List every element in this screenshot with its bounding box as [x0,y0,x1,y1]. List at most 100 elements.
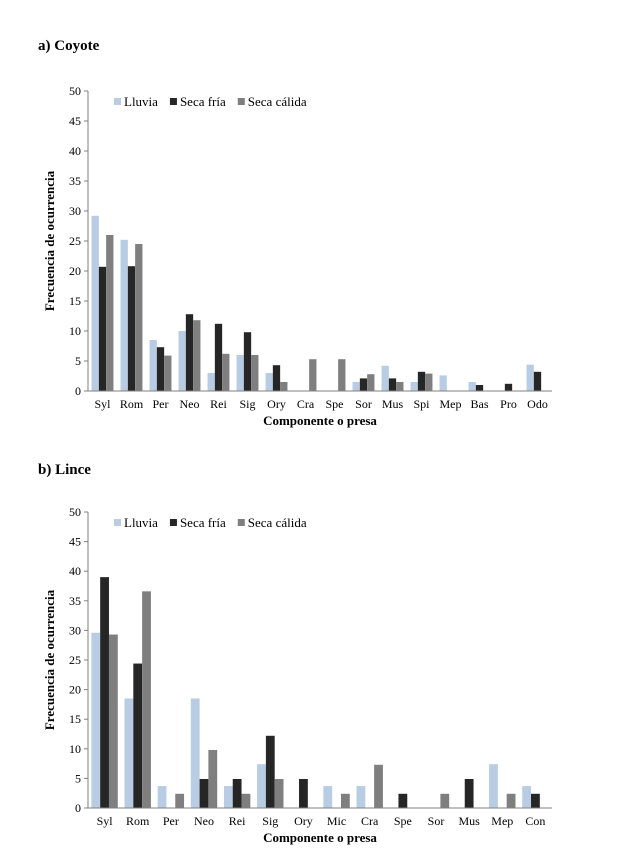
legend-swatch [169,519,177,526]
x-tick-label: Cra [297,397,315,411]
bar-seca-fría [504,383,513,391]
x-tick-label: Sor [428,814,445,828]
legend-label: Seca fría [180,94,226,109]
legend-label: Seca cálida [248,94,307,109]
x-tick-label: Spi [413,397,430,411]
x-tick-label: Mus [458,814,480,828]
bar-lluvia [120,239,128,391]
lince-bar-chart: 0 5 10 15 20 25 30 35 40 45 50 Syl Rom Per Neo Rei Sig Or… [42,505,552,845]
y-tick-label: 50 [69,84,81,98]
bar-seca-fría [232,778,242,808]
legend-swatch [169,98,177,105]
bar-seca-cálida [241,793,251,808]
bar-seca-fría [531,793,540,808]
legend-label: Lluvia [124,515,158,530]
bar-lluvia [410,382,418,391]
bar-lluvia [190,698,200,808]
x-tick-label: Mus [382,397,404,411]
x-tick-label: Rei [229,814,246,828]
chart-title: a) Coyote [38,38,100,54]
x-tick-label: Spe [394,814,412,828]
bar-seca-fría [299,778,308,808]
bar-seca-fría [388,378,397,391]
y-tick-label: 20 [69,683,81,697]
bar-seca-fría [533,371,542,391]
bar-seca-fría [133,663,143,808]
legend-label: Seca fría [180,515,226,530]
bar-seca-cálida [108,634,118,808]
bar-seca-cálida [309,359,317,391]
bar-seca-fría [398,793,408,808]
x-tick-label: Con [525,814,545,828]
x-tick-label: Mep [440,397,462,411]
coyote-bar-chart: 0 5 10 15 20 25 30 35 40 45 50 Syl Rom Per Neo Rei Sig Or… [42,84,552,428]
bar-lluvia [522,786,532,808]
x-tick-label: Mep [491,814,513,828]
bar-seca-cálida [106,235,114,391]
bar-lluvia [149,340,157,391]
bar-lluvia [352,382,360,391]
y-tick-label: 0 [75,384,81,398]
bar-seca-cálida [208,749,218,808]
bar-seca-fría [199,778,209,808]
y-tick-label: 15 [69,712,81,726]
bar-seca-cálida [222,353,230,391]
x-tick-label: Spe [326,397,344,411]
bar-seca-cálida [440,793,450,808]
bar-seca-cálida [506,793,516,808]
y-tick-label: 50 [69,505,81,519]
bar-seca-cálida [193,320,201,391]
x-tick-label: Neo [194,814,214,828]
bar-seca-fría [98,266,107,391]
bar-lluvia [91,632,101,808]
bar-seca-cálida [280,382,288,391]
bar-seca-fría [214,323,223,391]
x-tick-label: Rom [120,397,144,411]
bar-seca-cálida [425,373,433,391]
bar-lluvia [124,698,134,808]
bar-seca-cálida [175,793,185,808]
bar-seca-cálida [274,778,284,808]
bar-seca-cálida [135,244,143,391]
x-tick-label: Ory [267,397,286,411]
coyote-chart-panel: a) Coyote 0 5 10 15 20 25 30 35 40 45 50 Syl Rom Per N… [0,0,630,430]
x-tick-label: Per [153,397,169,411]
bar-lluvia [439,375,447,391]
y-axis-title: Frecuencia de ocurrencia [42,589,57,730]
bar-lluvia [157,786,167,808]
y-tick-label: 45 [69,535,81,549]
x-tick-label: Sig [239,397,255,411]
y-tick-label: 15 [69,294,81,308]
bar-seca-fría [243,332,252,391]
x-tick-label: Sor [355,397,372,411]
y-tick-label: 25 [69,653,81,667]
bar-lluvia [323,786,333,808]
bar-lluvia [178,331,186,391]
chart-title: b) Lince [38,462,91,478]
legend-label: Lluvia [124,94,158,109]
x-tick-label: Per [163,814,179,828]
bar-lluvia [489,764,498,808]
y-axis-title: Frecuencia de ocurrencia [42,170,57,311]
lince-chart-panel: b) Lince 0 5 10 15 20 25 30 35 40 45 50 Syl Rom Per Ne… [0,430,630,862]
x-tick-label: Syl [94,397,111,411]
bar-lluvia [468,382,476,391]
bar-seca-fría [100,577,109,808]
bar-seca-cálida [164,355,172,391]
bar-seca-cálida [251,355,259,391]
y-tick-label: 40 [69,144,81,158]
bar-seca-fría [359,378,368,391]
bar-seca-cálida [338,359,346,391]
y-tick-label: 30 [69,623,81,637]
legend-swatch [114,98,121,105]
bar-seca-fría [127,266,136,391]
bar-lluvia [236,355,244,391]
y-tick-label: 30 [69,204,81,218]
y-tick-label: 25 [69,234,81,248]
x-tick-label: Bas [471,397,489,411]
y-tick-label: 5 [75,771,81,785]
x-tick-label: Cra [361,814,379,828]
x-tick-label: Mic [327,814,346,828]
x-tick-label: Neo [180,397,200,411]
bar-seca-cálida [374,764,383,808]
